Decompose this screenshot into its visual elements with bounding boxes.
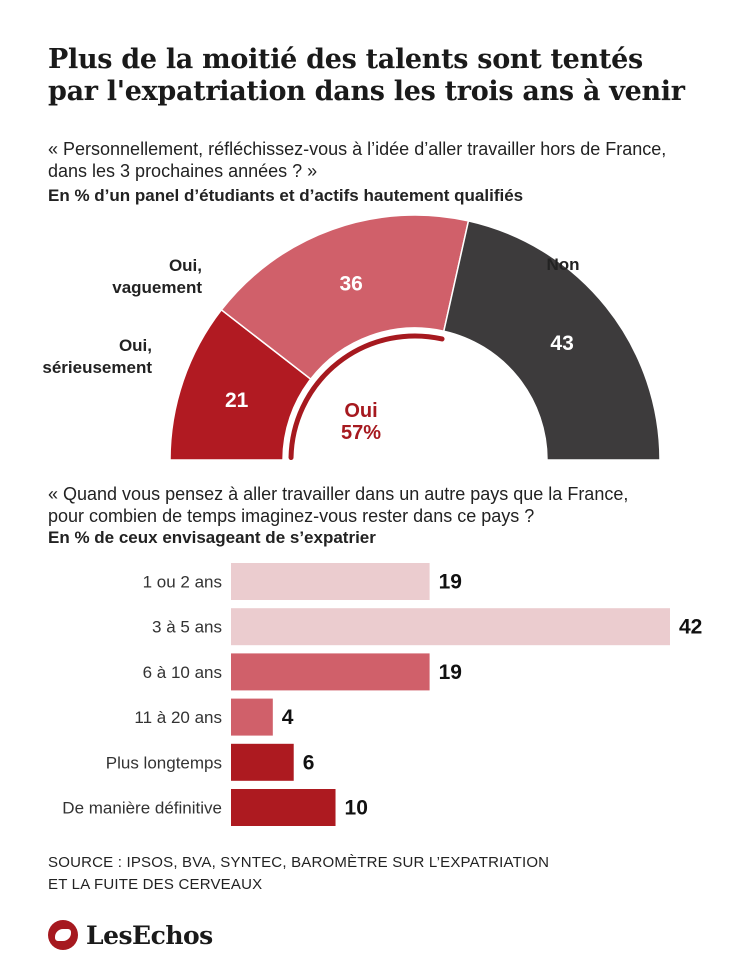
donut-value-label-2: 36 — [339, 273, 362, 296]
question-1-line-2: dans les 3 prochaines années ? » — [48, 161, 318, 181]
title-line-1: Plus de la moitié des talents sont tenté… — [48, 44, 643, 75]
question-1-line-1: « Personnellement, réfléchissez-vous à l… — [48, 139, 667, 159]
question-2-unit: En % de ceux envisageant de s’expatrier — [48, 528, 376, 547]
half-donut-chart: 21 Oui, sérieusement 36 Oui, vaguement 43 Non Ou… — [42, 215, 661, 461]
oui-total-label: Oui — [344, 400, 377, 422]
bar-1 — [231, 563, 430, 600]
bar-4 — [231, 698, 273, 736]
donut-category-label-2: Oui, vaguement — [112, 256, 202, 297]
bar-chart: 1 ou 2 ans 19 3 à 5 ans 42 6 à 10 ans 19 11 à … — [62, 563, 702, 826]
bar-category-label-2: 3 à 5 ans — [152, 618, 222, 637]
question-1: « Personnellement, réfléchissez-vous à l… — [48, 138, 738, 182]
bar-value-label-4: 4 — [282, 706, 294, 729]
bar-category-label-5: Plus longtemps — [106, 753, 222, 772]
bar-5 — [231, 743, 294, 781]
oui-total-value: 57% — [341, 422, 381, 444]
bar-value-label-1: 19 — [439, 571, 462, 594]
donut-slice-2 — [220, 215, 470, 381]
chart-title: Plus de la moitié des talents sont tenté… — [48, 44, 728, 108]
bar-2 — [231, 608, 670, 646]
oui-total-arc — [288, 333, 445, 461]
source-line-1: SOURCE : IPSOS, BVA, SYNTEC, BAROMÈTRE S… — [48, 854, 550, 871]
les-echos-logo: LesEchos — [48, 918, 213, 952]
donut-value-label-3: 43 — [550, 332, 573, 355]
bar-value-label-6: 10 — [345, 797, 368, 820]
bar-3 — [231, 653, 430, 691]
source-note: SOURCE : IPSOS, BVA, SYNTEC, BAROMÈTRE S… — [48, 852, 549, 896]
question-2-line-2: pour combien de temps imaginez-vous rest… — [48, 506, 535, 526]
question-2-line-1: « Quand vous pensez à aller travailler d… — [48, 484, 629, 504]
donut-value-label-1: 21 — [225, 389, 249, 412]
source-line-2: ET LA FUITE DES CERVEAUX — [48, 876, 263, 893]
bar-category-label-6: De manière définitive — [62, 799, 222, 818]
donut-category-label-3: Non — [546, 255, 579, 274]
les-echos-bird-icon — [48, 920, 78, 950]
title-line-2: par l'expatriation dans les trois ans à … — [48, 76, 685, 107]
bar-value-label-3: 19 — [439, 661, 462, 684]
bar-category-label-3: 6 à 10 ans — [143, 663, 222, 682]
donut-slice-3 — [442, 220, 661, 461]
bar-value-label-2: 42 — [679, 616, 702, 639]
bar-category-label-4: 11 à 20 ans — [134, 708, 222, 727]
bar-category-label-1: 1 ou 2 ans — [143, 573, 222, 592]
bar-value-label-5: 6 — [303, 751, 315, 774]
donut-category-label-1: Oui, sérieusement — [42, 336, 152, 377]
logo-text: LesEchos — [86, 920, 213, 950]
question-2: « Quand vous pensez à aller travailler d… — [48, 483, 738, 527]
bar-6 — [231, 789, 336, 826]
question-1-unit: En % d’un panel d’étudiants et d’actifs … — [48, 186, 524, 205]
